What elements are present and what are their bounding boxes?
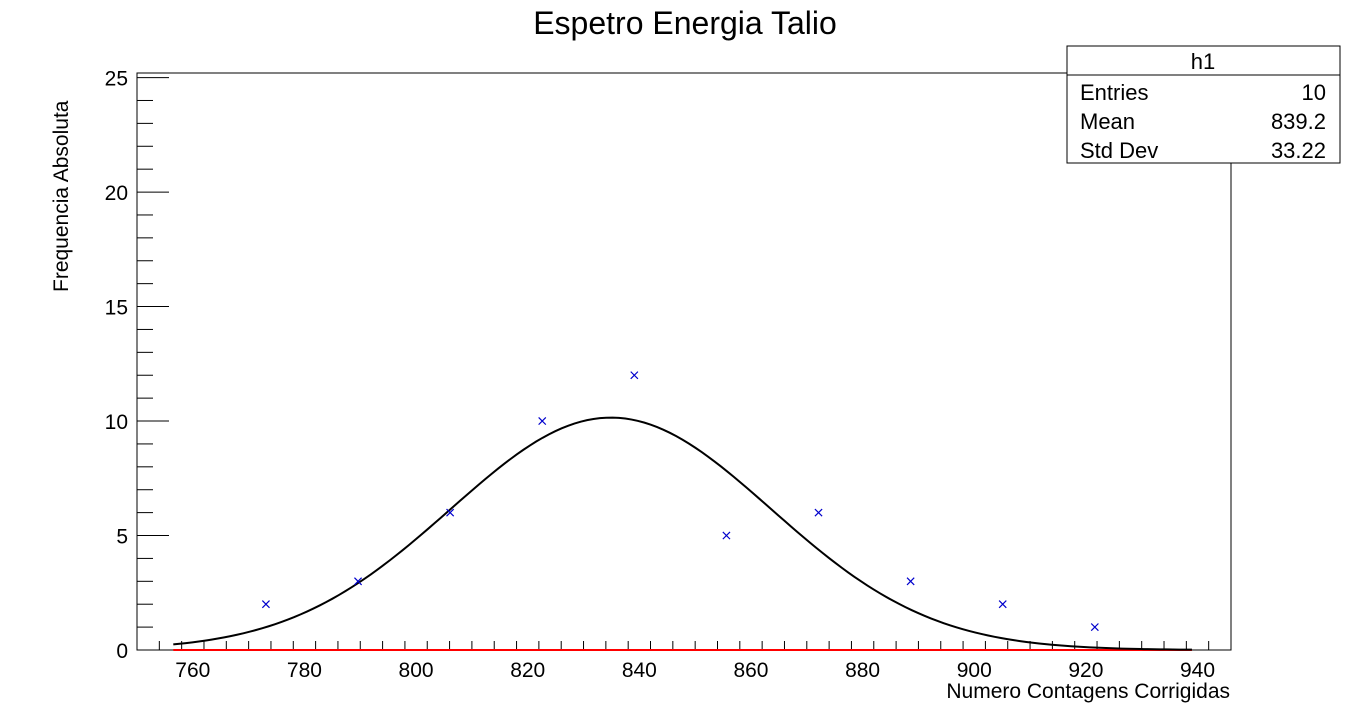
x-tick-label: 780 [287, 659, 322, 682]
x-tick-label: 920 [1068, 659, 1103, 682]
data-point [906, 577, 915, 586]
stats-box-frame [1066, 45, 1341, 164]
data-point [1090, 623, 1099, 632]
data-point [261, 600, 270, 609]
x-axis-label: Numero Contagens Corrigidas [946, 680, 1230, 703]
x-axis: 760 780 800 820 840 860 880 900 920 940 [136, 641, 1215, 682]
x-tick-label: 900 [957, 659, 992, 682]
x-tick-label: 860 [733, 659, 768, 682]
chart-title: Espetro Energia Talio [533, 5, 837, 41]
data-point [354, 577, 363, 586]
stats-box-title: h1 [1191, 49, 1215, 74]
stats-box: h1 Entries 10 Mean 839.2 Std Dev 33.22 [1066, 45, 1341, 164]
stats-stddev-label: Std Dev [1080, 138, 1158, 163]
y-tick-label: 0 [116, 640, 128, 663]
x-tick-label: 820 [510, 659, 545, 682]
y-tick-label: 5 [116, 526, 128, 549]
stats-mean-value: 839.2 [1271, 109, 1326, 134]
x-tick-label: 880 [845, 659, 880, 682]
y-axis: 0 5 10 15 20 25 [105, 68, 169, 663]
data-point [722, 531, 731, 540]
stats-entries-value: 10 [1302, 80, 1326, 105]
data-point [998, 600, 1007, 609]
x-tick-label: 760 [175, 659, 210, 682]
stats-stddev-value: 33.22 [1271, 138, 1326, 163]
y-tick-label: 15 [105, 297, 128, 320]
x-tick-label: 800 [399, 659, 434, 682]
data-point [538, 417, 547, 426]
data-point [630, 371, 639, 380]
y-tick-label: 20 [105, 182, 128, 205]
y-tick-label: 10 [105, 411, 128, 434]
y-axis-label: Frequencia Absoluta [50, 100, 73, 292]
stats-mean-label: Mean [1080, 109, 1135, 134]
fit-curve-series [173, 416, 1192, 651]
y-tick-label: 25 [105, 68, 128, 91]
data-point [814, 508, 823, 517]
x-tick-label: 840 [622, 659, 657, 682]
data-point [446, 508, 455, 517]
fit-curve [173, 416, 1192, 651]
x-tick-label: 940 [1180, 659, 1215, 682]
data-points-series [261, 371, 1099, 632]
stats-entries-label: Entries [1080, 80, 1148, 105]
